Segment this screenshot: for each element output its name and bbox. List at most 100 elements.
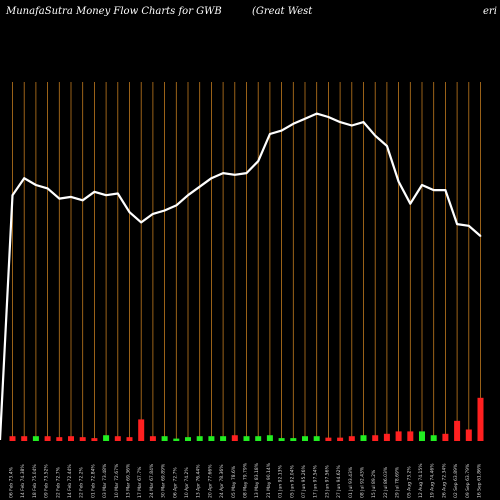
money-flow-point [128,211,131,214]
money-flow-point [456,223,458,226]
volume-bar [32,436,39,441]
x-tick-label: 06 Feb 73.4% [9,466,15,498]
chart-header: MunafaSutra Money Flow Charts for GWB (G… [0,0,500,40]
x-tick-label: 09 Sep 63.79% [465,463,471,498]
volume-bar [196,436,203,441]
x-tick-label: 17 Mar 67.7% [137,466,143,498]
chart-subtitle: (Great West [252,6,313,17]
volume-bar [372,435,379,441]
volume-bar [44,436,51,441]
money-flow-point [269,133,271,135]
volume-bar [79,437,86,441]
money-flow-point [70,196,72,198]
money-flow-point [35,184,37,186]
volume-bar [138,419,145,441]
x-tick-label: 01 Feb 72.84% [90,464,96,498]
x-tick-label: 01 Jun 92.13% [278,464,284,498]
money-flow-point [327,116,330,118]
money-flow-point [292,122,295,125]
money-flow-point [350,124,353,127]
volume-bar [430,435,437,441]
volume-bar [313,436,320,441]
volume-bar [243,436,250,441]
vertical-gridlines [12,82,481,440]
money-flow-line-group [0,112,482,441]
money-flow-point [304,117,306,120]
volume-bar [21,436,28,441]
x-axis-labels: 06 Feb 73.4% 14 Feb 74.38% 18 Feb 75.04% 09… [9,462,483,498]
x-tick-label: 07 Jun 95.26% [301,464,307,498]
x-tick-label: 14 Feb 74.38% [20,464,26,498]
x-tick-label: 10 Apr 74.2% [184,467,190,498]
money-flow-point [175,204,178,207]
money-flow-point [198,185,201,188]
money-flow-point [140,221,143,224]
x-tick-label: 05 Jun 92.04% [289,464,295,498]
money-flow-line [0,112,482,441]
volume-bar [477,397,484,441]
volume-bar [360,435,367,441]
x-tick-label: 10 Mar 72.67% [114,463,120,498]
x-tick-label: 20 Apr 77.66% [207,464,213,498]
volume-bar [91,438,98,441]
money-flow-point [257,160,260,163]
x-tick-label: 13 Mar 69.36% [126,463,132,498]
x-tick-label: 14 Feb 72.44% [67,464,73,498]
money-flow-point [93,190,96,193]
volume-bar [266,435,273,441]
volume-bar [302,436,308,441]
money-flow-point [374,134,377,137]
x-tick-label: 09 Feb 73.52% [44,464,50,498]
volume-bar [454,420,461,441]
volume-bar [465,429,472,441]
money-flow-point [467,224,470,227]
volume-bar [9,436,16,441]
chart-subtitle-tail: eri [483,6,497,17]
money-flow-point [421,184,423,186]
money-flow-point [58,197,61,200]
x-tick-label: 06 Apr 72.7% [172,467,178,498]
volume-bar [325,437,332,441]
volume-bar [149,436,156,441]
money-flow-point [152,213,154,215]
volume-bar [419,431,425,441]
x-tick-label: 15 Jul 89.2% [371,469,377,498]
money-flow-point [116,192,119,195]
volume-bar [383,433,390,441]
x-tick-label: 24 Apr 78.36% [219,464,225,498]
volume-bar [348,436,355,441]
money-flow-point [233,173,236,176]
volume-bar [173,438,180,441]
volume-bar [231,435,238,441]
x-tick-label: 30 Mar 69.89% [161,463,167,498]
x-tick-label: 02 Sep 63.89% [453,463,459,498]
volume-bar [220,436,227,441]
volume-bar [68,436,74,441]
volume-bar [103,435,110,441]
volume-bar [337,437,344,441]
money-flow-point [11,194,14,197]
x-tick-label: 13 May 83.18% [254,462,260,498]
volume-bar [255,436,262,441]
money-flow-point [163,209,166,212]
money-flow-point [46,187,49,190]
money-flow-point [362,121,365,123]
x-tick-label: 19 Aug 74.46% [430,463,436,498]
x-tick-label: 03 Mar 73.48% [102,463,108,498]
money-flow-point [105,194,107,197]
money-flow-point [315,112,318,115]
money-flow-point [386,145,388,147]
money-flow-point [479,235,482,237]
money-flow-point [210,177,213,180]
x-tick-label: 22 Feb 72.7% [55,466,61,498]
chart-title: MunafaSutra Money Flow Charts for GWB [6,6,222,17]
volume-bar [407,431,414,441]
money-flow-point [187,194,189,197]
money-flow-point [339,121,341,123]
x-tick-label: 08 Jul 92.43% [360,466,366,498]
money-flow-point [397,180,400,183]
x-tick-label: 24 Mar 67.84% [149,463,155,498]
x-tick-label: 18 Feb 75.04% [32,464,38,498]
money-flow-point [432,189,435,192]
